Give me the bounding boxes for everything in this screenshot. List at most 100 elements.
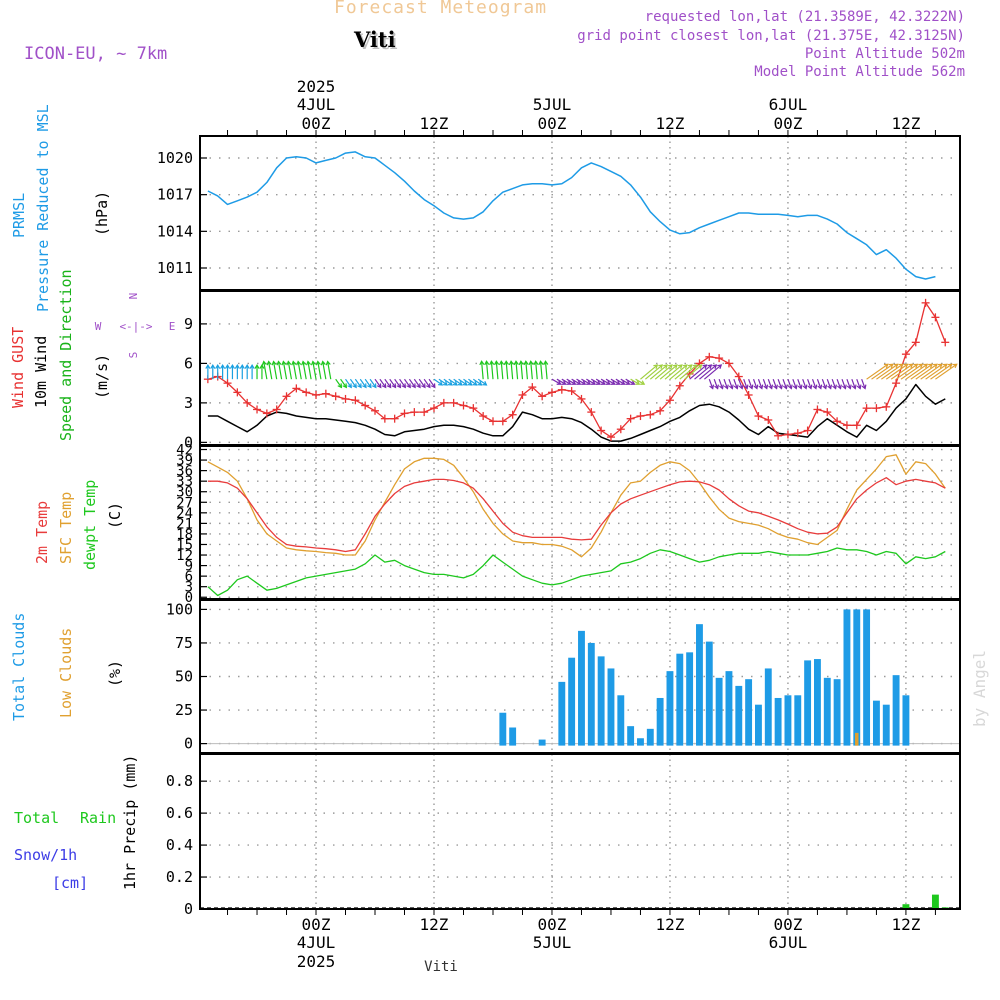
arrow-head [538,360,544,366]
y-tick-label: 50 [175,668,193,686]
arrow-head [357,383,362,389]
wind-direction-arrow [728,378,734,390]
wind-direction-arrow [266,360,273,380]
arrow-head [503,360,510,366]
y-tick-label: 9 [185,559,193,575]
top-hour-label: 12Z [891,114,920,133]
arrow-head [677,364,683,370]
gust-point [646,410,655,419]
y-tick-label: 6 [184,354,193,372]
top-hour-label: 00Z [773,114,802,133]
wind-direction-arrow [224,364,231,380]
arrow-head [352,383,357,389]
arrow-shaft [802,378,807,389]
wind-direction-arrow [239,364,245,380]
arrow-shaft [539,361,543,380]
top-hour-label: 00Z [302,114,331,133]
wind-direction-arrow [777,378,783,390]
arrow-head [310,360,316,366]
compass-north: N [127,293,140,300]
gust-point [911,338,920,347]
wind-direction-arrow [210,364,216,380]
arrow-head [249,364,255,369]
wind-unit-label: (m/s) [93,354,111,399]
arrow-head [489,360,495,366]
arrow-shaft [384,378,392,388]
y-tick-label: 39 [176,453,193,469]
arrow-shaft [307,361,312,380]
arrow-shaft [743,378,748,389]
arrow-shaft [317,361,322,380]
gust-point [606,433,615,442]
arrow-shaft [674,364,693,380]
top-day-label: 4JUL [297,95,336,114]
chart-title: Forecast Meteogram [334,0,548,18]
arrow-head [347,383,352,389]
arrow-head [315,360,321,366]
wind-direction-arrow [394,378,402,389]
arrow-head [837,384,842,390]
wind-direction-arrow [276,360,283,380]
arrow-head [467,381,473,386]
wind-direction-arrow [215,364,221,380]
temp-unit-label: (C) [106,502,124,529]
top-hour-label: 00Z [538,114,567,133]
y-tick-label: 0 [184,900,193,918]
bottom-hour-label: 00Z [538,915,567,934]
gust-point [272,405,281,414]
arrow-shaft [263,361,268,380]
pressure-reduced-label: Pressure Reduced to MSL [34,104,52,312]
wind-direction-arrow [630,378,641,385]
arrow-head [898,363,904,369]
arrow-shaft [713,378,719,389]
wind-direction-arrow [649,364,669,380]
gust-point [302,388,311,397]
gust-point [469,404,478,413]
gust-point [921,298,930,307]
gust-point [361,401,370,410]
model-altitude: Model Point Altitude 562m [754,64,965,80]
arrow-shaft [394,378,401,388]
gust-point [872,404,881,413]
clouds-unit-label: (%) [106,660,124,687]
wind-direction-arrow [885,363,909,380]
arrow-shaft [915,363,938,380]
top-year-label: 2025 [297,77,336,96]
arrow-head [802,384,808,390]
arrow-head [367,383,372,389]
total-cloud-bar [607,668,615,746]
wind-direction-arrow [561,378,572,385]
gust-point [498,417,507,426]
wind-direction-arrow [600,378,611,385]
arrow-head [498,360,505,366]
y-tick-label: 100 [166,600,193,618]
arrow-shaft [428,378,436,388]
gust-point [429,404,438,413]
total-cloud-bar [853,609,861,746]
total-cloud-bar [676,653,684,746]
top-hour-label: 12Z [420,114,449,133]
arrow-head [605,380,611,385]
y-tick-label: 0 [184,433,193,451]
wind-direction-arrow [220,364,226,380]
arrow-shaft [846,378,851,389]
arrow-head [712,364,718,370]
gust-point [331,392,340,401]
wind-direction-arrow [494,360,500,380]
total-cloud-bar [774,697,782,746]
arrow-shaft [738,378,743,389]
wind-direction-arrow [674,364,693,380]
arrow-head [687,364,693,370]
arrow-shaft [728,378,733,389]
arrow-shaft [708,378,714,389]
arrow-head [472,381,478,386]
arrow-shaft [866,363,889,380]
arrow-shaft [389,378,396,388]
arrow-shaft [930,363,953,380]
arrow-head [913,363,919,369]
arrow-head [239,364,245,369]
total-cloud-bar [843,609,851,746]
arrow-head [822,384,828,390]
total-cloud-bar [617,695,625,746]
total-cloud-bar [804,660,812,746]
